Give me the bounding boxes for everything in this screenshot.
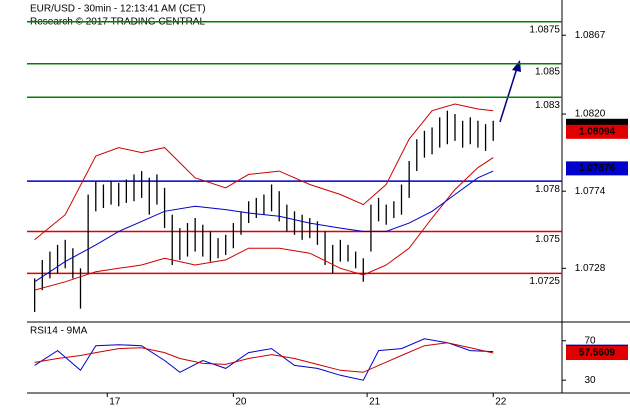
y-tick-label: 1.0820 <box>575 109 606 120</box>
price-tag <box>566 346 628 361</box>
price-tag-label: 1.08094 <box>579 126 616 137</box>
indicator-line <box>34 338 494 381</box>
x-tick-label: 21 <box>369 397 381 408</box>
x-tick-label: 22 <box>495 397 507 408</box>
level-label: 1.083 <box>535 100 560 111</box>
panel-title: RSI14 - 9MA <box>30 326 88 337</box>
forecast-arrow <box>499 67 518 123</box>
y-tick-label: 1.0774 <box>575 186 606 197</box>
indicator-line <box>34 342 494 373</box>
level-label: 1.085 <box>535 66 560 77</box>
y-tick-label: 1.0728 <box>575 263 606 274</box>
price-tag-label: 57.5609 <box>579 348 616 359</box>
x-tick-label: 20 <box>235 397 247 408</box>
level-label: 1.0725 <box>529 276 560 287</box>
level-label: 1.078 <box>535 184 560 195</box>
indicator-line <box>34 103 494 241</box>
level-label: 1.075 <box>535 234 560 245</box>
x-tick-label: 17 <box>109 397 121 408</box>
indicator-line <box>34 170 494 283</box>
chart-title: EUR/USD - 30min - 12:13:41 AM (CET) <box>30 4 206 15</box>
price-tag <box>566 124 628 139</box>
y-tick-label: 70 <box>584 335 596 346</box>
y-tick-label: 30 <box>584 375 596 386</box>
indicator-line <box>34 157 494 291</box>
level-label: 1.0875 <box>529 24 560 35</box>
price-tag-label: 1.07876 <box>579 163 616 174</box>
price-tag <box>566 161 628 176</box>
y-tick-label: 1.0867 <box>575 30 606 41</box>
